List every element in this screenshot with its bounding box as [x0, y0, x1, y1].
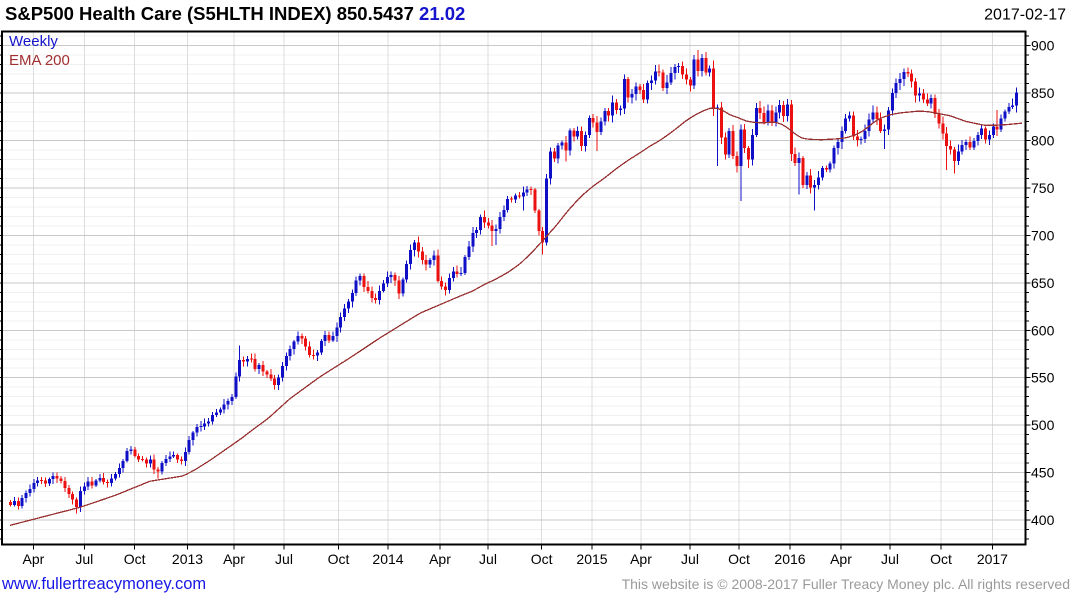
svg-text:Jul: Jul	[681, 551, 699, 567]
svg-text:500: 500	[1031, 417, 1055, 433]
svg-text:2017: 2017	[977, 551, 1008, 567]
svg-text:2014: 2014	[372, 551, 403, 567]
svg-text:Jul: Jul	[75, 551, 93, 567]
svg-text:550: 550	[1031, 370, 1055, 386]
svg-text:600: 600	[1031, 322, 1055, 338]
svg-text:450: 450	[1031, 465, 1055, 481]
svg-text:Apr: Apr	[429, 551, 451, 567]
svg-text:Weekly: Weekly	[9, 33, 58, 50]
svg-text:2016: 2016	[774, 551, 805, 567]
svg-text:EMA 200: EMA 200	[9, 52, 70, 69]
svg-text:This website is © 2008-2017 Fu: This website is © 2008-2017 Fuller Treac…	[622, 576, 1070, 592]
svg-text:Oct: Oct	[930, 551, 952, 567]
svg-text:Jul: Jul	[275, 551, 293, 567]
svg-text:Apr: Apr	[223, 551, 245, 567]
svg-text:Jul: Jul	[479, 551, 497, 567]
svg-text:900: 900	[1031, 38, 1055, 54]
svg-text:Apr: Apr	[830, 551, 852, 567]
svg-text:400: 400	[1031, 512, 1055, 528]
svg-text:www.fullertreacymoney.com: www.fullertreacymoney.com	[1, 575, 206, 593]
svg-text:Oct: Oct	[531, 551, 553, 567]
svg-text:750: 750	[1031, 180, 1055, 196]
svg-text:2017-02-17: 2017-02-17	[984, 7, 1066, 24]
svg-text:Oct: Oct	[124, 551, 146, 567]
svg-text:700: 700	[1031, 227, 1055, 243]
svg-text:Apr: Apr	[23, 551, 45, 567]
svg-text:2015: 2015	[576, 551, 607, 567]
svg-text:2013: 2013	[172, 551, 203, 567]
svg-text:Oct: Oct	[728, 551, 750, 567]
svg-text:Oct: Oct	[328, 551, 350, 567]
svg-text:Jul: Jul	[881, 551, 899, 567]
svg-text:650: 650	[1031, 275, 1055, 291]
svg-text:800: 800	[1031, 132, 1055, 148]
svg-text:Apr: Apr	[630, 551, 652, 567]
svg-text:S&P500 Health Care (S5HLTH IND: S&P500 Health Care (S5HLTH INDEX) 850.54…	[5, 3, 465, 24]
svg-text:850: 850	[1031, 85, 1055, 101]
